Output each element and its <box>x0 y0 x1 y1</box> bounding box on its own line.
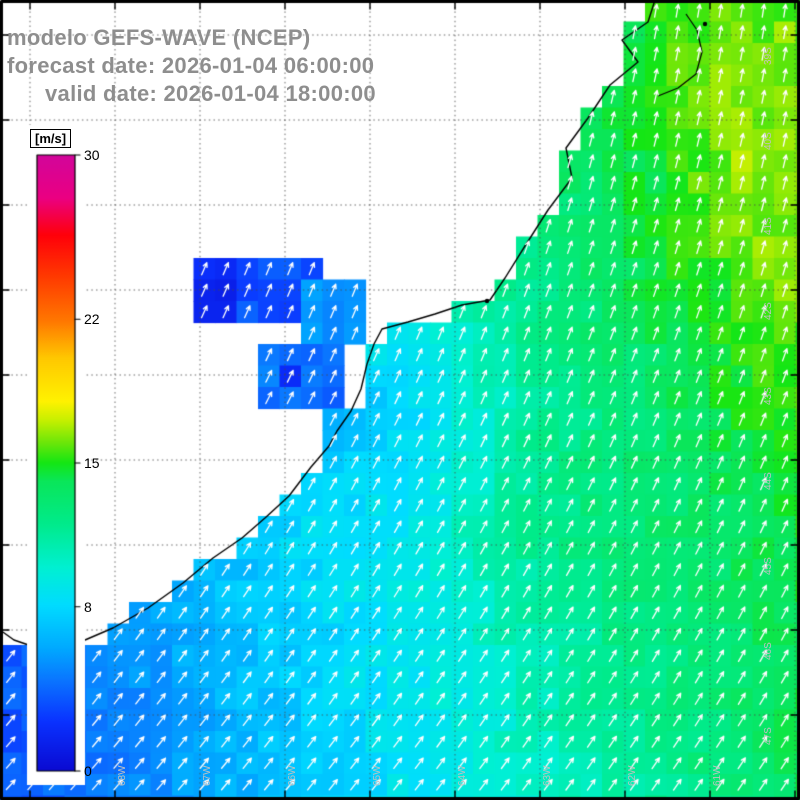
longitude-label: 64W <box>457 765 468 786</box>
colorbar-unit-label: [m/s] <box>30 129 72 148</box>
latitude-label: 41S <box>763 217 774 235</box>
title-block: modelo GEFS-WAVE (NCEP) forecast date: 2… <box>7 24 376 108</box>
latitude-label: 44S <box>763 472 774 490</box>
longitude-label: 66W <box>287 765 298 786</box>
colorbar-tick-label: 30 <box>84 147 100 163</box>
longitude-label: 61W <box>712 765 723 786</box>
longitude-label: 67W <box>202 765 213 786</box>
model-title: modelo GEFS-WAVE (NCEP) <box>7 25 311 50</box>
longitude-label: 62W <box>627 765 638 786</box>
longitude-label: 65W <box>372 765 383 786</box>
colorbar-tick-label: 8 <box>84 598 92 615</box>
latitude-label: 46S <box>763 642 774 660</box>
valid-date-line: valid date: 2026-01-04 18:00:00 <box>45 81 376 106</box>
latitude-label: 45S <box>763 557 774 575</box>
latitude-label: 43S <box>763 387 774 405</box>
latitude-label: 47S <box>763 727 774 745</box>
latitude-label: 39S <box>763 47 774 65</box>
forecast-date-line: forecast date: 2026-01-04 06:00:00 <box>7 53 375 78</box>
longitude-label: 63W <box>542 765 553 786</box>
latitude-label: 42S <box>763 302 774 320</box>
colorbar-tick-label: 22 <box>84 311 100 328</box>
longitude-label: 68W <box>117 765 128 786</box>
colorbar-tick-label: 15 <box>84 455 100 471</box>
latitude-label: 40S <box>763 132 774 150</box>
colorbar-tick-label: 0 <box>84 763 92 779</box>
